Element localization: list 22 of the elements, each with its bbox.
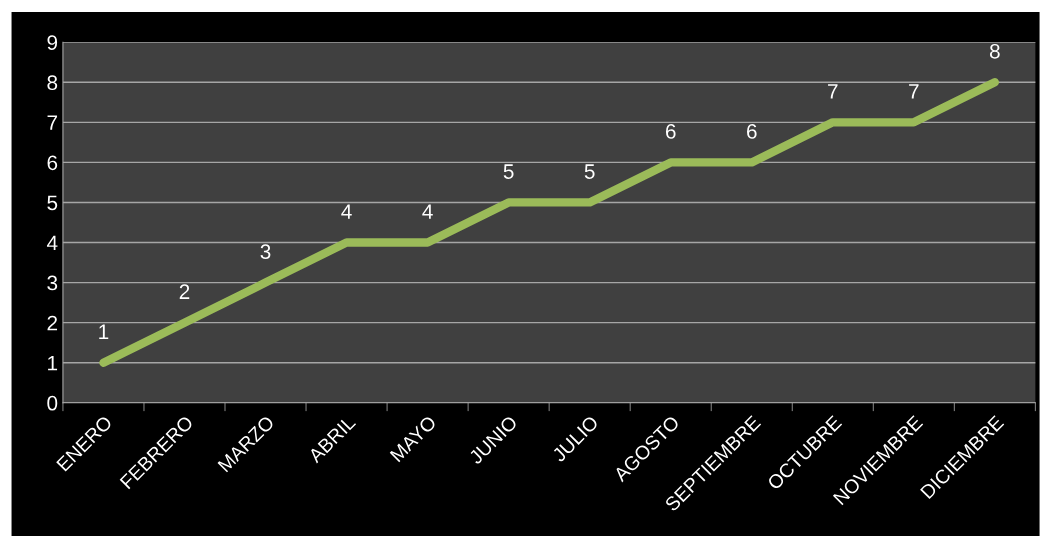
data-label: 6 (747, 124, 757, 139)
y-tick-label: 5 (47, 195, 58, 211)
data-label: 8 (989, 43, 1000, 59)
data-label: 7 (909, 84, 919, 99)
data-label: 5 (503, 164, 514, 179)
y-tick-label: 0 (47, 395, 58, 411)
y-tick-label: 6 (47, 155, 58, 171)
data-label: 4 (422, 204, 433, 219)
y-tick-label: 4 (46, 235, 58, 251)
y-tick-label: 9 (47, 35, 58, 50)
data-label: 5 (584, 164, 595, 179)
data-label: 3 (260, 244, 271, 260)
data-label: 4 (341, 204, 352, 219)
data-label: 1 (99, 324, 109, 339)
y-tick-label: 1 (48, 355, 58, 371)
y-tick-label: 3 (47, 275, 58, 291)
y-tick-label: 7 (47, 115, 58, 130)
data-label: 7 (828, 84, 838, 99)
y-tick-label: 8 (47, 75, 58, 91)
y-tick-label: 2 (47, 315, 58, 331)
data-label: 2 (179, 284, 190, 299)
data-label: 6 (665, 124, 676, 139)
